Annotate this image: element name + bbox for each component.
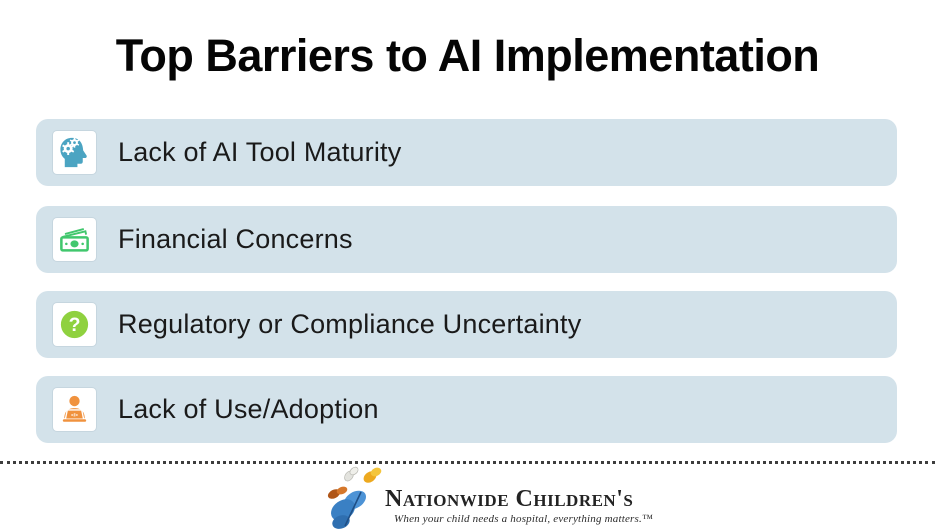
barrier-row-use-adoption: </> Lack of Use/Adoption (36, 376, 897, 443)
barrier-label: Lack of AI Tool Maturity (118, 137, 402, 167)
barrier-label: Financial Concerns (118, 224, 353, 254)
page-title: Top Barriers to AI Implementation (115, 30, 820, 81)
logo-text: Nationwide Children's When your child ne… (385, 487, 653, 525)
blue-butterfly (331, 490, 367, 529)
barrier-row-regulatory-compliance: ? Regulatory or Compliance Uncertainty (36, 291, 897, 358)
butterflies-icon (327, 466, 382, 529)
barrier-icon-box (53, 131, 96, 174)
logo-name: Nationwide Children's (385, 486, 634, 512)
barrier-icon-box: ? (53, 303, 96, 346)
barrier-row-financial-concerns: Financial Concerns (36, 206, 897, 273)
question-mark-icon: ? (60, 310, 89, 339)
money-bills-icon (60, 228, 89, 252)
orange-butterfly (327, 486, 348, 499)
yellow-butterfly (363, 467, 382, 483)
dotted-separator (0, 461, 935, 464)
head-gears-icon (60, 137, 87, 168)
svg-text:?: ? (69, 314, 81, 336)
svg-text:</>: </> (71, 413, 78, 419)
white-butterfly (344, 466, 359, 482)
nationwide-childrens-logo: Nationwide Children's When your child ne… (325, 464, 653, 532)
person-laptop-icon: </> (62, 395, 87, 422)
barrier-icon-box: </> (53, 388, 96, 431)
barrier-icon-box (53, 218, 96, 261)
barrier-label: Lack of Use/Adoption (118, 394, 379, 424)
barrier-row-ai-tool-maturity: Lack of AI Tool Maturity (36, 119, 897, 186)
logo-tagline: When your child needs a hospital, everyt… (394, 513, 653, 525)
barrier-label: Regulatory or Compliance Uncertainty (118, 309, 582, 339)
